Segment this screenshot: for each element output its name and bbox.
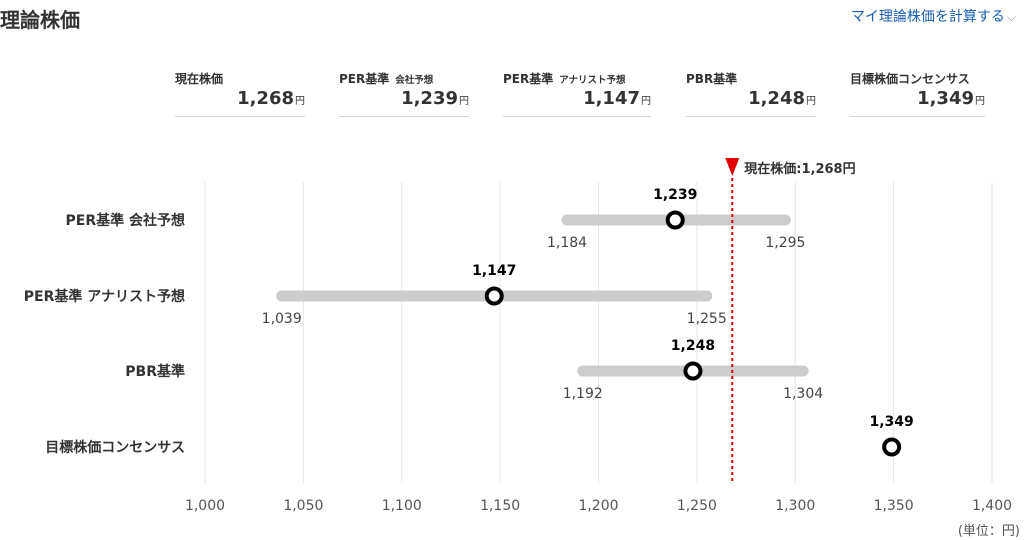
summary-value: 1,147 bbox=[583, 88, 640, 109]
summary-unit: 円 bbox=[295, 96, 305, 107]
summary-value: 1,239 bbox=[401, 88, 458, 109]
value-label: 1,239 bbox=[653, 187, 697, 203]
value-label: 1,147 bbox=[472, 263, 516, 279]
price-summary: 現在株価 1,268円 PER基準 会社予想 1,239円 PER基準 アナリスト予… bbox=[0, 70, 1024, 120]
value-marker bbox=[665, 210, 685, 230]
current-price-label: 現在株価:1,268円 bbox=[744, 161, 855, 177]
summary-unit: 円 bbox=[806, 96, 816, 107]
summary-label: PER基準 bbox=[339, 72, 390, 86]
x-tick-label: 1,100 bbox=[382, 498, 422, 514]
value-label: 1,248 bbox=[671, 338, 715, 354]
row-label: 目標株価コンセンサス bbox=[45, 439, 185, 456]
x-tick-label: 1,050 bbox=[283, 498, 323, 514]
summary-label: PER基準 bbox=[503, 72, 554, 86]
row-label: PBR基準 bbox=[125, 363, 185, 380]
value-label: 1,349 bbox=[870, 414, 914, 430]
summary-value: 1,268 bbox=[237, 88, 294, 109]
summary-value: 1,248 bbox=[748, 88, 805, 109]
summary-value: 1,349 bbox=[917, 88, 974, 109]
range-high-label: 1,304 bbox=[783, 386, 823, 402]
unit-label: (単位：円) bbox=[958, 523, 1020, 539]
value-marker bbox=[484, 286, 504, 306]
range-high-label: 1,255 bbox=[687, 311, 727, 327]
summary-current-price: 現在株価 1,268円 bbox=[175, 70, 305, 117]
summary-label: PBR基準 bbox=[686, 72, 738, 86]
x-tick-label: 1,250 bbox=[677, 498, 717, 514]
summary-label: 現在株価 bbox=[175, 72, 224, 86]
summary-target-consensus: 目標株価コンセンサス 1,349円 bbox=[850, 70, 985, 117]
x-tick-label: 1,400 bbox=[972, 498, 1012, 514]
current-price-marker-icon bbox=[725, 158, 740, 176]
summary-unit: 円 bbox=[641, 96, 651, 107]
x-tick-label: 1,200 bbox=[578, 498, 618, 514]
x-tick-label: 1,350 bbox=[874, 498, 914, 514]
summary-label: 目標株価コンセンサス bbox=[850, 72, 970, 86]
range-high-label: 1,295 bbox=[765, 235, 805, 251]
summary-sublabel: アナリスト予想 bbox=[559, 75, 626, 86]
x-tick-label: 1,300 bbox=[775, 498, 815, 514]
summary-per-company: PER基準 会社予想 1,239円 bbox=[339, 70, 469, 117]
my-theoretical-price-link[interactable]: マイ理論株価を計算する ⌵ bbox=[851, 6, 1016, 26]
value-marker bbox=[882, 437, 902, 457]
summary-per-analyst: PER基準 アナリスト予想 1,147円 bbox=[503, 70, 651, 117]
page-title: 理論株価 bbox=[0, 8, 80, 32]
summary-unit: 円 bbox=[975, 96, 985, 107]
my-theoretical-price-link-label: マイ理論株価を計算する bbox=[850, 9, 1005, 25]
x-tick-label: 1,150 bbox=[480, 498, 520, 514]
row-label: PER基準 会社予想 bbox=[66, 212, 185, 229]
summary-pbr: PBR基準 1,248円 bbox=[686, 70, 816, 117]
range-low-label: 1,039 bbox=[262, 311, 302, 327]
summary-unit: 円 bbox=[459, 96, 469, 107]
chevron-down-icon: ⌵ bbox=[1006, 10, 1016, 24]
range-low-label: 1,184 bbox=[547, 235, 587, 251]
x-tick-label: 1,000 bbox=[185, 498, 225, 514]
value-marker bbox=[683, 361, 703, 381]
summary-sublabel: 会社予想 bbox=[395, 75, 434, 86]
row-label: PER基準 アナリスト予想 bbox=[24, 288, 185, 305]
range-low-label: 1,192 bbox=[563, 386, 603, 402]
